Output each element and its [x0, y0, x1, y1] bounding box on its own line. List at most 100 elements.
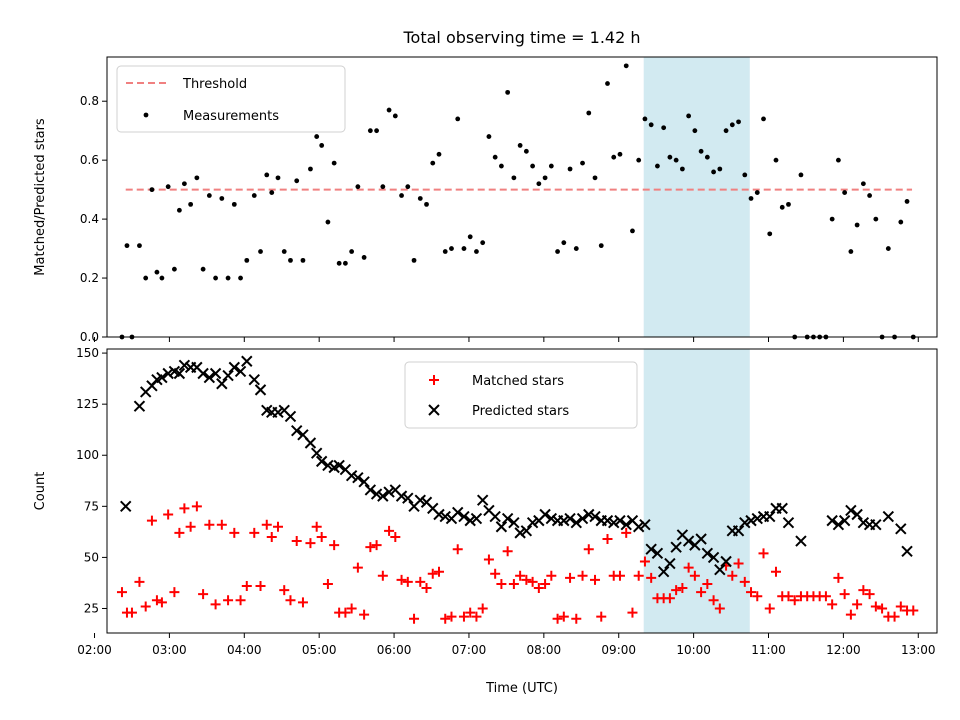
data-point: [486, 134, 492, 139]
data-point: [739, 516, 751, 529]
data-point: [564, 512, 576, 525]
data-point: [546, 570, 557, 581]
data-point: [511, 175, 517, 181]
data-point: [576, 512, 589, 525]
data-point: [396, 574, 407, 585]
data-point: [316, 531, 327, 542]
data-point: [415, 576, 426, 587]
data-point: [682, 535, 695, 547]
data-point: [754, 190, 760, 195]
data-point: [632, 521, 645, 533]
data-point: [845, 609, 856, 620]
data-point: [174, 527, 185, 538]
x-tick-label: 07:00: [452, 643, 487, 657]
series-predicted-stars: [120, 355, 913, 578]
data-point: [679, 166, 685, 172]
top-panel: 0.0 0.2 0.4 0.6 0.8 Total observing time = 1.…: [33, 28, 938, 344]
data-point: [436, 151, 442, 157]
data-point: [820, 591, 831, 602]
legend-threshold-label: Threshold: [182, 77, 247, 92]
data-point: [795, 535, 807, 547]
data-point: [733, 558, 744, 569]
data-point: [345, 469, 358, 482]
data-point: [523, 148, 529, 154]
data-point: [322, 578, 333, 589]
data-point: [216, 519, 227, 530]
legend-matched-swatch: [429, 375, 439, 385]
data-point: [314, 134, 320, 139]
data-point: [325, 219, 331, 225]
data-point: [352, 472, 364, 484]
data-point: [308, 166, 313, 172]
data-point: [439, 510, 451, 523]
data-point: [409, 613, 420, 624]
data-point: [514, 527, 526, 539]
data-point: [702, 578, 713, 589]
data-point: [452, 506, 464, 519]
data-point: [895, 523, 907, 535]
data-point: [188, 201, 194, 207]
data-point: [657, 565, 670, 578]
data-point: [377, 570, 388, 581]
y-tick-label: 125: [76, 397, 99, 411]
data-point: [279, 585, 290, 596]
data-point: [281, 249, 287, 254]
data-point: [664, 557, 676, 570]
data-point: [359, 609, 370, 620]
shaded-interval: [643, 57, 750, 337]
data-point: [424, 201, 429, 207]
data-point: [474, 249, 479, 254]
data-point: [367, 128, 373, 134]
data-point: [133, 400, 146, 412]
x-tick-label: 12:00: [826, 643, 861, 657]
data-point: [124, 243, 130, 249]
data-point: [185, 521, 196, 532]
data-point: [877, 603, 888, 614]
data-point: [870, 601, 881, 612]
data-point: [383, 486, 395, 498]
x-tick-label: 09:00: [601, 643, 636, 657]
data-point: [241, 581, 252, 592]
data-point: [696, 587, 707, 598]
data-point: [197, 367, 209, 380]
data-point: [342, 260, 348, 266]
data-point: [430, 160, 436, 166]
data-point: [789, 595, 800, 606]
data-point: [322, 459, 334, 472]
data-point: [238, 275, 243, 281]
data-point: [490, 568, 501, 579]
data-point: [254, 384, 267, 396]
data-point: [315, 455, 328, 468]
data-point: [458, 510, 470, 523]
data-point: [727, 570, 738, 581]
data-point: [655, 163, 660, 169]
data-point: [291, 425, 303, 437]
legend-predicted-swatch: [428, 404, 440, 416]
data-point: [548, 163, 554, 169]
y-tick-label: 0.0: [80, 330, 99, 344]
data-point: [539, 508, 551, 521]
data-point: [583, 544, 594, 555]
data-point: [677, 583, 688, 594]
data-point: [492, 154, 498, 160]
y-tick-label: 75: [84, 499, 99, 513]
data-point: [203, 371, 216, 384]
x-tick-label: 05:00: [302, 643, 337, 657]
data-point: [827, 599, 838, 610]
data-point: [904, 199, 910, 204]
data-point: [621, 527, 632, 538]
data-point: [577, 570, 588, 581]
data-point: [311, 521, 322, 532]
data-point: [140, 601, 151, 612]
data-point: [742, 172, 748, 178]
data-point: [169, 587, 180, 598]
data-point: [417, 196, 423, 201]
x-tick-label: 13:00: [901, 643, 936, 657]
data-point: [752, 591, 763, 602]
data-point: [471, 611, 482, 622]
data-point: [178, 359, 191, 372]
data-point: [642, 116, 648, 122]
data-point: [889, 611, 900, 622]
data-point: [336, 260, 342, 266]
data-point: [163, 509, 174, 520]
